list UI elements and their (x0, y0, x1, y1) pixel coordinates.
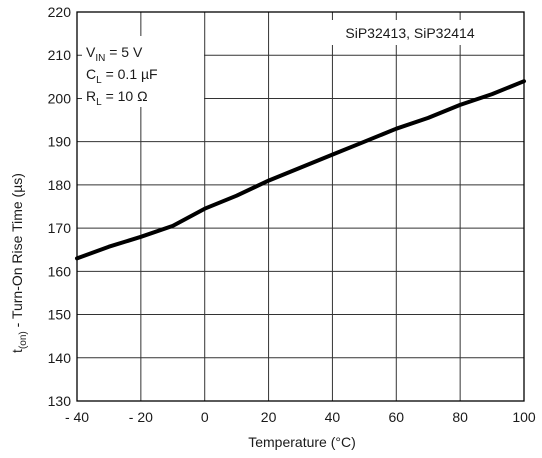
x-tick-labels: - 40 - 20 0 20 40 60 80 100 (65, 409, 536, 425)
x-tick-label: 80 (452, 409, 468, 425)
legend-label: SiP32413, SiP32414 (345, 25, 474, 41)
y-tick-label: 220 (48, 4, 72, 20)
y-tick-label: 130 (48, 393, 72, 409)
x-axis-title: Temperature (°C) (248, 434, 356, 450)
series-layer (75, 79, 526, 261)
y-axis-title-text: - Turn-On Rise Time (µs) (9, 173, 25, 331)
conditions-box (82, 36, 204, 107)
x-tick-label: - 40 (65, 409, 89, 425)
y-tick-label: 170 (48, 220, 72, 236)
x-tick-label: 0 (201, 409, 209, 425)
y-tick-label: 160 (48, 263, 72, 279)
y-tick-label: 140 (48, 350, 72, 366)
condition-rl: RL = 10 Ω (86, 88, 148, 108)
x-tick-label: - 20 (129, 409, 153, 425)
y-tick-label: 150 (48, 307, 72, 323)
condition-vin: VIN = 5 V (86, 44, 143, 64)
y-tick-label: 180 (48, 177, 72, 193)
y-tick-label: 190 (48, 134, 72, 150)
y-axis-title-symbol: t (9, 349, 25, 353)
plot-frame (76, 11, 525, 402)
x-tick-label: 20 (261, 409, 277, 425)
y-tick-labels: 130 140 150 160 170 180 190 200 210 220 (48, 4, 72, 409)
conditions-block: VIN = 5 V CL = 0.1 µF RL = 10 Ω (86, 44, 158, 108)
rise-time-series-line (75, 79, 526, 261)
y-tick-label: 200 (48, 90, 72, 106)
legend-box (299, 20, 521, 45)
y-axis-title-subscript: (on) (18, 331, 29, 349)
x-tick-label: 40 (325, 409, 341, 425)
y-tick-label: 210 (48, 47, 72, 63)
x-tick-label: 60 (388, 409, 404, 425)
condition-cl: CL = 0.1 µF (86, 66, 158, 86)
x-tick-label: 100 (512, 409, 536, 425)
y-axis-title: t(on) - Turn-On Rise Time (µs) (9, 173, 29, 353)
